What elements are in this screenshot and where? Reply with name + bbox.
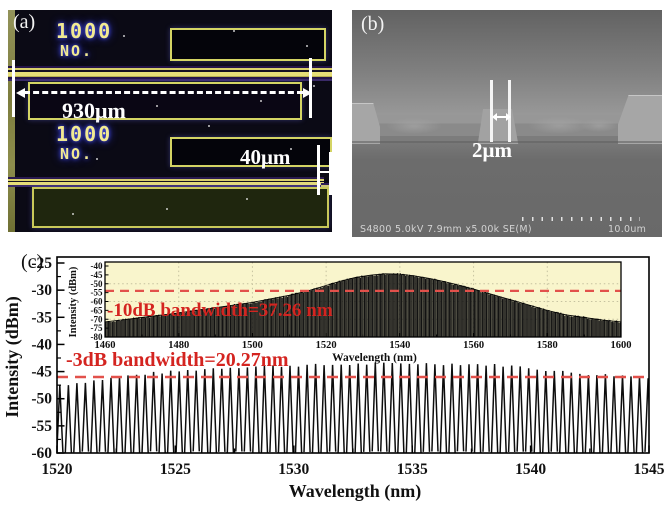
annotation-3db-bandwidth: -3dB bandwidth=20.27nm bbox=[66, 349, 289, 371]
dust-speck bbox=[166, 208, 168, 210]
svg-text:1520: 1520 bbox=[316, 340, 337, 351]
dust-speck bbox=[233, 30, 235, 32]
panel-b-sem: 2μm (b) S4800 5.0kV 7.9mm x5.00k SE(M) 1… bbox=[352, 10, 662, 237]
svg-text:-50: -50 bbox=[31, 391, 52, 408]
svg-text:1520: 1520 bbox=[42, 461, 73, 478]
gap-marker-left bbox=[490, 80, 493, 142]
svg-text:-80: -80 bbox=[91, 332, 103, 342]
chip-cleave-edge bbox=[8, 10, 15, 232]
length-arrow-line bbox=[24, 91, 303, 94]
svg-text:1560: 1560 bbox=[463, 340, 484, 351]
svg-text:-40: -40 bbox=[91, 261, 103, 271]
dust-speck bbox=[123, 35, 125, 37]
chip-id-bottom-line1: 1000 bbox=[56, 122, 113, 146]
length-arrowhead-left-icon bbox=[16, 88, 25, 98]
dust-speck bbox=[72, 213, 74, 215]
panel-c-label: (c) bbox=[21, 251, 44, 273]
gap-label: 2μm bbox=[472, 138, 512, 162]
chip-id-bottom: 1000 NO. bbox=[56, 124, 112, 162]
sem-debris bbox=[386, 118, 442, 134]
svg-text:1540: 1540 bbox=[389, 340, 410, 351]
sem-floor-edge bbox=[352, 141, 662, 143]
electrode-pad-1 bbox=[170, 28, 326, 61]
main-y-axis-label: Intensity (dBm) bbox=[2, 296, 22, 418]
gap-label: 40μm bbox=[240, 145, 291, 169]
sem-background bbox=[352, 10, 662, 120]
length-arrowhead-right-icon bbox=[303, 88, 312, 98]
dust-speck bbox=[246, 198, 248, 200]
gap-marker-left bbox=[317, 145, 320, 195]
chip-id-top: 1000 NO. bbox=[56, 21, 112, 59]
dust-speck bbox=[96, 158, 98, 160]
svg-text:-60: -60 bbox=[31, 445, 52, 462]
electrode-pad-4 bbox=[32, 187, 329, 228]
svg-text:1600: 1600 bbox=[610, 340, 631, 351]
svg-text:-55: -55 bbox=[31, 418, 52, 435]
sem-substrate bbox=[352, 143, 662, 237]
svg-text:1530: 1530 bbox=[278, 461, 309, 478]
svg-text:-40: -40 bbox=[31, 336, 52, 353]
chip-id-top-line2: NO. bbox=[60, 42, 94, 60]
gap-arrowhead-left-icon bbox=[492, 113, 497, 121]
svg-text:-70: -70 bbox=[91, 314, 103, 324]
gap-arrow-icon bbox=[320, 171, 329, 173]
gap-arrowhead-right-icon bbox=[506, 113, 511, 121]
waveguide-1 bbox=[8, 66, 332, 81]
sem-scale-label: 10.0um bbox=[608, 224, 647, 235]
svg-text:-60: -60 bbox=[91, 297, 103, 307]
svg-text:-65: -65 bbox=[91, 305, 103, 315]
svg-text:-50: -50 bbox=[91, 279, 103, 289]
annotation-10db-bandwidth: -10dB bandwidth=37.26 nm bbox=[107, 300, 333, 321]
inset-y-axis-label: Intensity (dBm) bbox=[68, 266, 79, 338]
panel-b-label: (b) bbox=[361, 13, 385, 35]
panel-a-micrograph: (a) 1000 NO. 930μm 1000 NO. 40μm bbox=[8, 10, 332, 232]
svg-text:-25: -25 bbox=[31, 255, 52, 272]
svg-text:1535: 1535 bbox=[397, 461, 428, 478]
dust-speck bbox=[313, 85, 315, 87]
svg-text:1480: 1480 bbox=[168, 340, 189, 351]
dust-speck bbox=[290, 148, 292, 150]
dust-speck bbox=[260, 100, 262, 102]
dust-speck bbox=[306, 45, 308, 47]
svg-text:1500: 1500 bbox=[242, 340, 263, 351]
sem-scale-ticks bbox=[522, 217, 640, 221]
svg-text:-35: -35 bbox=[31, 309, 52, 326]
svg-text:1545: 1545 bbox=[634, 461, 665, 478]
gap-marker-right bbox=[329, 152, 332, 195]
electrode-pad-3 bbox=[170, 137, 332, 167]
panel-a-label: (a) bbox=[13, 11, 36, 33]
svg-text:-45: -45 bbox=[91, 270, 103, 280]
main-x-axis-label: Wavelength (nm) bbox=[288, 481, 422, 501]
waveguide-2 bbox=[8, 177, 324, 187]
svg-text:-30: -30 bbox=[31, 282, 52, 299]
gap-marker-right bbox=[508, 80, 511, 142]
svg-text:1460: 1460 bbox=[95, 340, 116, 351]
chip-id-top-line1: 1000 bbox=[56, 19, 113, 43]
length-label: 930μm bbox=[62, 98, 126, 123]
inset-band bbox=[105, 273, 622, 337]
sem-debris bbox=[580, 119, 618, 132]
sem-status-bar: S4800 5.0kV 7.9mm x5.00k SE(M) bbox=[360, 224, 532, 235]
inset-x-axis-label: Wavelength (nm) bbox=[332, 352, 417, 364]
svg-text:1580: 1580 bbox=[537, 340, 558, 351]
dust-speck bbox=[208, 125, 210, 127]
dust-speck bbox=[156, 105, 158, 107]
gap-arrow-line bbox=[494, 116, 507, 118]
svg-text:1540: 1540 bbox=[515, 461, 546, 478]
chip-id-bottom-line2: NO. bbox=[60, 145, 94, 163]
svg-text:1525: 1525 bbox=[160, 461, 191, 478]
svg-text:-75: -75 bbox=[91, 323, 103, 333]
svg-text:-55: -55 bbox=[91, 288, 103, 298]
sem-ridge-waveguide bbox=[477, 109, 519, 144]
svg-text:-45: -45 bbox=[31, 364, 52, 381]
length-marker-left bbox=[12, 60, 15, 117]
electrode-pad-2 bbox=[28, 82, 302, 120]
sem-debris bbox=[528, 117, 590, 134]
